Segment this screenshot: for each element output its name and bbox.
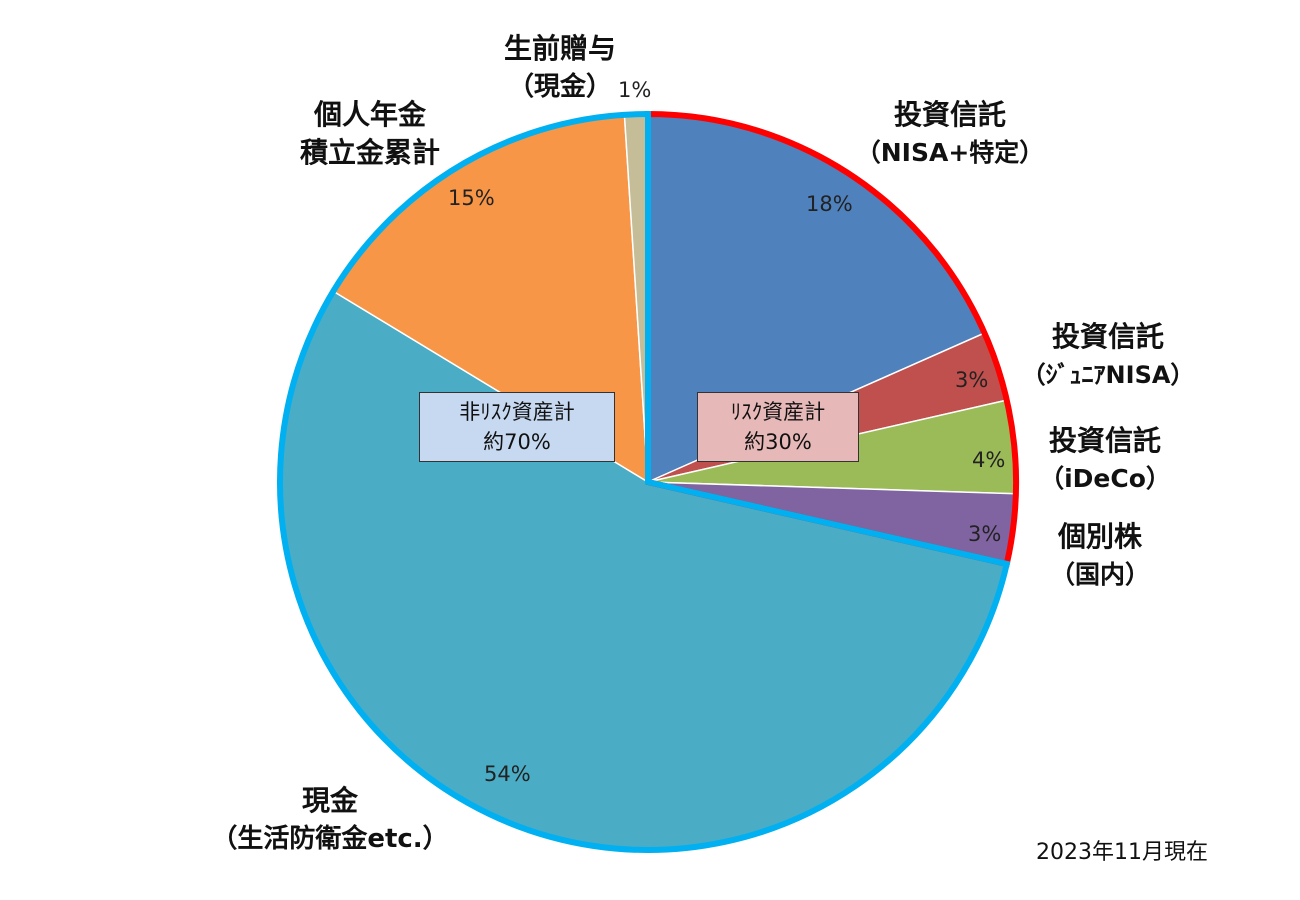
label-cash-line2: （生活防衛金etc.）: [211, 824, 449, 854]
pct-nisa: 18%: [806, 192, 853, 216]
label-cash-line1: 現金: [301, 784, 358, 817]
label-ideco-line2: （iDeCo）: [1039, 464, 1171, 493]
label-gift-line1: 生前贈与: [503, 32, 616, 65]
risk-total-box: ﾘｽｸ資産計 約30%: [697, 392, 859, 462]
pct-ideco: 4%: [972, 448, 1006, 472]
nonrisk-total-box: 非ﾘｽｸ資産計 約70%: [419, 392, 615, 462]
pct-cash: 54%: [484, 762, 531, 786]
label-junior-line2: （ｼﾞｭﾆｱNISA）: [1021, 361, 1195, 389]
risk-total-label: ﾘｽｸ資産計: [730, 400, 826, 424]
group-outline: [277, 110, 1011, 853]
pct-stock: 3%: [968, 522, 1002, 546]
label-gift-line2: （現金）: [507, 72, 612, 102]
group-outline: [645, 110, 1019, 568]
label-stock-line1: 個別株: [1057, 520, 1142, 553]
pct-junior-nisa: 3%: [955, 368, 989, 392]
pct-pension: 15%: [448, 186, 495, 210]
date-note: 2023年11月現在: [1036, 840, 1208, 865]
risk-total-value: 約30%: [744, 430, 812, 454]
label-ideco-line1: 投資信託: [1048, 424, 1161, 457]
label-pension: 個人年金 積立金累計: [270, 96, 470, 172]
label-stock: 個別株 （国内）: [1020, 518, 1180, 594]
label-pension-line1: 個人年金: [313, 98, 426, 131]
label-junior-line1: 投資信託: [1051, 320, 1164, 353]
label-cash: 現金 （生活防衛金etc.）: [180, 782, 480, 858]
label-nisa-line2: （NISA+特定）: [855, 138, 1045, 167]
label-ideco: 投資信託 （iDeCo）: [1010, 422, 1200, 498]
label-nisa-line1: 投資信託: [893, 98, 1006, 131]
label-pension-line2: 積立金累計: [299, 136, 440, 169]
label-nisa: 投資信託 （NISA+特定）: [850, 96, 1050, 172]
label-stock-line2: （国内）: [1049, 560, 1150, 589]
pct-gift: 1%: [618, 78, 652, 102]
label-junior-nisa: 投資信託 （ｼﾞｭﾆｱNISA）: [1008, 318, 1208, 394]
nonrisk-total-value: 約70%: [483, 430, 551, 454]
nonrisk-total-label: 非ﾘｽｸ資産計: [459, 400, 575, 424]
label-gift: 生前贈与 （現金）: [480, 30, 640, 106]
